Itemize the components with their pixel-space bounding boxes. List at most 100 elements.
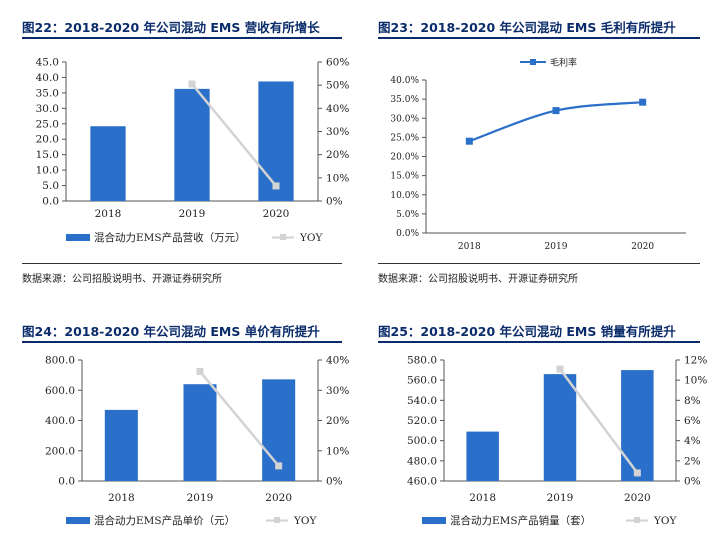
x-tick-label: 2019 [545,242,568,252]
x-tick-label: 2019 [547,492,574,504]
left-tick-label: 10.0% [390,191,419,201]
left-tick-label: 480.0 [407,455,437,467]
left-tick-label: 600.0 [45,385,75,397]
left-tick-label: 20.0 [36,134,59,146]
yoy-point [272,182,280,190]
left-tick-label: 0.0 [58,476,75,488]
right-tick-label: 0% [326,196,343,208]
chart-source-22: 数据来源：公司招股说明书、开源证券研究所 [22,274,222,285]
bar [183,384,217,481]
yoy-point [188,80,196,88]
chart-svg-24: 0.0 200.0 400.0 600.0 800.0 0% 10% 20% 30% 40% 201… [45,355,349,528]
legend-yoy-label: YOY [293,515,318,527]
left-tick-label: 40.0% [390,76,419,86]
margin-point [639,98,647,106]
title-rule-23 [378,37,700,39]
left-tick-label: 200.0 [45,445,75,457]
legend-yoy-marker [274,517,280,523]
left-tick-label: 400.0 [45,415,75,427]
chart-panel-22: 图22：2018-2020 年公司混动 EMS 营收有所增长 0.0 5.0 10.… [0,0,360,300]
chart-svg-23: 0.0% 5.0% 10.0% 15.0% 20.0% 25.0% 30.0% 35.0% 40… [390,57,686,252]
left-tick-label: 5.0% [396,210,419,220]
right-tick-label: 20% [326,149,349,161]
right-tick-label: 50% [326,80,349,92]
margin-point [465,137,473,145]
chart-title-23: 图23：2018-2020 年公司混动 EMS 毛利有所提升 [378,20,676,35]
left-tick-label: 25.0 [36,118,59,130]
legend-yoy-marker [280,234,286,240]
chart-panel-25: 图25：2018-2020 年公司混动 EMS 销量有所提升 460.0 480.… [360,300,720,532]
right-tick-label: 10% [326,445,349,457]
right-tick-label: 0% [684,476,701,488]
right-tick-label: 20% [326,415,349,427]
chart-svg-25: 460.0 480.0 500.0 520.0 540.0 560.0 580.0 0% 2% 4… [407,355,707,528]
bar [258,81,294,201]
left-tick-label: 35.0 [36,87,59,99]
right-tick-label: 10% [326,172,349,184]
left-tick-label: 580.0 [407,355,437,367]
legend-yoy-label: YOY [299,232,324,244]
legend-bar-label: 混合动力EMS产品营收（万元） [94,231,246,244]
x-tick-label: 2018 [458,242,481,252]
legend-bar-swatch [66,517,90,524]
right-tick-label: 8% [684,395,701,407]
left-tick-label: 20.0% [390,153,419,163]
right-tick-label: 60% [326,57,349,69]
left-tick-label: 45.0 [36,57,59,69]
left-tick-label: 15.0 [36,149,59,161]
left-tick-label: 0.0% [396,229,419,239]
yoy-point [556,365,564,373]
right-tick-label: 40% [326,103,349,115]
right-tick-label: 0% [326,476,343,488]
bar [90,126,126,201]
x-tick-label: 2018 [469,492,496,504]
left-tick-label: 0.0 [42,196,59,208]
left-tick-label: 800.0 [45,355,75,367]
x-tick-label: 2019 [179,208,206,220]
chart-title-25: 图25：2018-2020 年公司混动 EMS 销量有所提升 [378,324,676,339]
bar [174,88,210,201]
left-tick-label: 540.0 [407,395,437,407]
legend-yoy-marker [634,517,640,523]
x-tick-label: 2018 [108,492,135,504]
left-tick-label: 35.0% [390,95,419,105]
margin-point [552,107,560,115]
x-tick-label: 2018 [95,208,122,220]
legend-yoy-label: YOY [653,515,678,527]
chart-panel-23: 图23：2018-2020 年公司混动 EMS 毛利有所提升 0.0% 5.0% 1… [360,0,720,300]
right-tick-label: 30% [326,385,349,397]
bar [104,409,138,481]
yoy-point [275,462,283,470]
legend-line-label: 毛利率 [550,57,577,69]
x-tick-label: 2020 [263,208,290,220]
x-tick-label: 2020 [624,492,651,504]
legend-bar-label: 混合动力EMS产品销量（套） [450,514,591,527]
yoy-point [633,469,641,477]
chart-panel-24: 图24：2018-2020 年公司混动 EMS 单价有所提升 0.0 200.0 4… [0,300,360,532]
left-tick-label: 25.0% [390,133,419,143]
left-tick-label: 500.0 [407,435,437,447]
chart-title-24: 图24：2018-2020 年公司混动 EMS 单价有所提升 [22,324,320,339]
left-tick-label: 560.0 [407,375,437,387]
left-tick-label: 30.0% [390,114,419,124]
bar [621,370,654,481]
legend-bar-swatch [422,517,446,524]
x-tick-label: 2020 [631,242,654,252]
title-rule-22 [22,37,342,39]
legend-bar-swatch [66,234,90,241]
left-tick-label: 10.0 [36,165,59,177]
right-tick-label: 30% [326,126,349,138]
x-tick-label: 2019 [187,492,214,504]
left-tick-label: 15.0% [390,172,419,182]
left-tick-label: 520.0 [407,415,437,427]
chart-title-22: 图22：2018-2020 年公司混动 EMS 营收有所增长 [22,20,320,35]
legend-line-marker [530,59,536,65]
left-tick-label: 30.0 [36,103,59,115]
right-tick-label: 6% [684,415,701,427]
left-tick-label: 5.0 [42,180,59,192]
yoy-line [191,83,277,187]
yoy-line [558,368,639,474]
title-rule-24 [22,341,342,343]
bar [543,374,577,481]
right-tick-label: 2% [684,455,701,467]
